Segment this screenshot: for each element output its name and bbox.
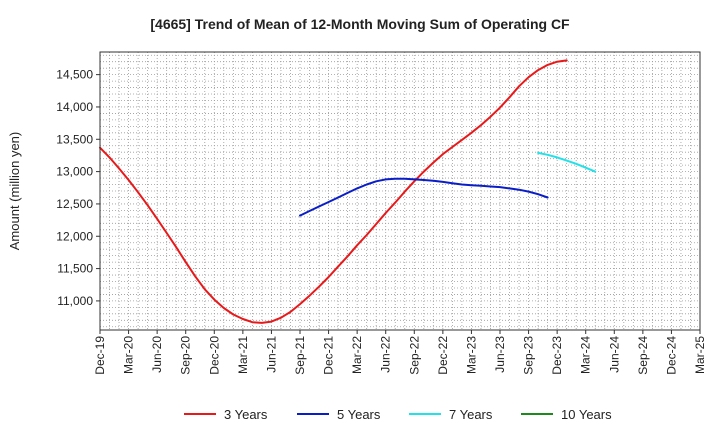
x-tick-label: Dec-21 xyxy=(322,336,336,375)
legend-label-3-years: 3 Years xyxy=(224,407,268,422)
x-tick-label: Mar-25 xyxy=(693,336,707,374)
series-line-7-years xyxy=(537,151,597,173)
x-tick-labels: Dec-19 Mar-20 Jun-20 Sep-20 Dec-20 Mar-21 Jun-… xyxy=(93,330,707,375)
y-tick-label: 11,500 xyxy=(57,262,93,276)
x-tick-label: Jun-21 xyxy=(264,336,278,373)
x-tick-label: Mar-23 xyxy=(464,336,478,374)
chart-title: [4665] Trend of Mean of 12-Month Moving … xyxy=(150,16,570,32)
x-tick-label: Mar-22 xyxy=(350,336,364,374)
x-tick-label: Jun-22 xyxy=(379,336,393,373)
x-tick-label: Jun-24 xyxy=(607,336,621,373)
y-tick-labels: 11,000 11,500 12,000 12,500 13,000 13,500 14,0… xyxy=(56,68,100,308)
y-tick-label: 14,000 xyxy=(56,100,93,114)
x-tick-label: Sep-21 xyxy=(293,336,307,375)
y-tick-label: 13,000 xyxy=(56,165,93,179)
plot-area xyxy=(99,51,701,331)
y-tick-label: 12,500 xyxy=(56,197,93,211)
x-tick-label: Jun-20 xyxy=(150,336,164,373)
y-tick-label: 12,000 xyxy=(56,229,93,243)
series-line-5-years xyxy=(299,177,549,217)
x-tick-label: Mar-21 xyxy=(236,336,250,374)
x-tick-label: Mar-20 xyxy=(122,336,136,374)
legend: 3 Years 5 Years 7 Years 10 Years xyxy=(184,407,612,422)
x-tick-label: Mar-24 xyxy=(579,336,593,374)
y-axis-label: Amount (million yen) xyxy=(7,132,22,251)
x-tick-label: Sep-24 xyxy=(636,336,650,375)
grid xyxy=(100,52,700,330)
x-tick-label: Dec-19 xyxy=(93,336,107,375)
y-tick-label: 14,500 xyxy=(56,68,93,82)
x-tick-label: Sep-22 xyxy=(407,336,421,375)
y-tick-label: 13,500 xyxy=(56,132,93,146)
x-tick-label: Jun-23 xyxy=(493,336,507,373)
series-lines xyxy=(99,59,597,324)
legend-label-10-years: 10 Years xyxy=(561,407,612,422)
y-tick-label: 11,000 xyxy=(57,294,93,308)
x-tick-label: Dec-20 xyxy=(207,336,221,375)
x-tick-label: Sep-20 xyxy=(179,336,193,375)
x-tick-label: Dec-23 xyxy=(550,336,564,375)
x-tick-label: Dec-24 xyxy=(664,336,678,375)
legend-label-5-years: 5 Years xyxy=(337,407,381,422)
x-tick-label: Dec-22 xyxy=(436,336,450,375)
x-tick-label: Sep-23 xyxy=(522,336,536,375)
legend-label-7-years: 7 Years xyxy=(449,407,493,422)
series-line-3-years xyxy=(99,59,568,324)
